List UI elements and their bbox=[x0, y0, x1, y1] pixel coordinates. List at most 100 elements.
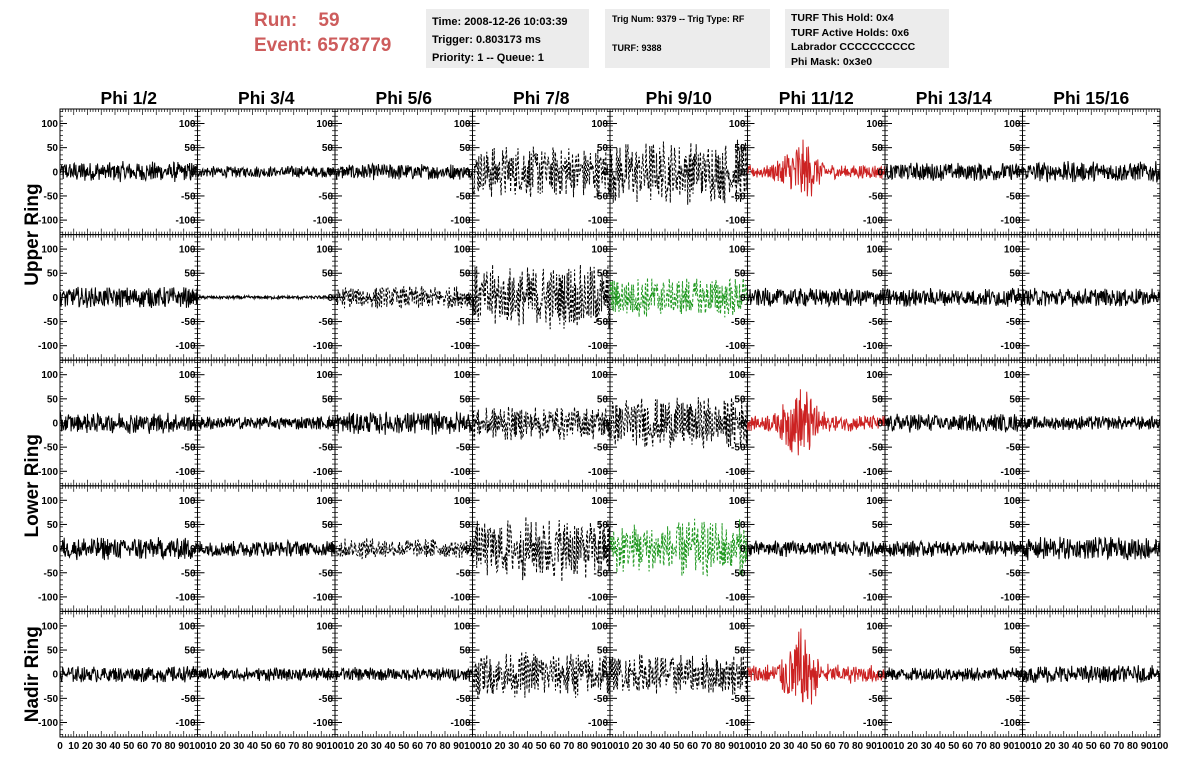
y-tick-label: 50 bbox=[459, 394, 471, 405]
y-tick-label: 50 bbox=[322, 143, 334, 154]
y-tick-label: -100 bbox=[313, 467, 333, 478]
waveform-trace bbox=[334, 411, 473, 435]
turf-active-text: TURF Active Holds: 0x6 bbox=[791, 26, 910, 39]
y-tick-label: 0 bbox=[190, 293, 196, 304]
y-tick-label: 100 bbox=[179, 119, 196, 130]
y-tick-label: 50 bbox=[47, 269, 59, 280]
panel-r4-c3: 100 50 0 -50 -100 bbox=[313, 485, 473, 612]
waveform-trace bbox=[59, 537, 198, 561]
column-header-3: Phi 5/6 bbox=[376, 88, 433, 108]
y-tick-label: 50 bbox=[734, 269, 746, 280]
y-tick-label: 0 bbox=[1015, 167, 1021, 178]
panel-r4-c2: 100 50 0 -50 -100 bbox=[175, 485, 336, 612]
turf-info-box: TURF This Hold: 0x4 TURF Active Holds: 0… bbox=[785, 9, 949, 68]
waveform-trace bbox=[59, 411, 198, 434]
y-tick-label: -50 bbox=[869, 443, 884, 454]
y-tick-label: 50 bbox=[184, 394, 196, 405]
panel-r1-c4: 100 50 0 -50 -100 bbox=[450, 108, 611, 236]
waveform-trace bbox=[59, 161, 198, 183]
y-tick-label: 50 bbox=[322, 269, 334, 280]
waveform-trace bbox=[59, 286, 198, 309]
y-tick-label: 100 bbox=[866, 245, 883, 256]
y-tick-label: 100 bbox=[591, 370, 608, 381]
y-tick-label: 0 bbox=[327, 293, 333, 304]
y-tick-label: 0 bbox=[1015, 293, 1021, 304]
y-tick-label: -50 bbox=[456, 317, 471, 328]
y-tick-label: -100 bbox=[725, 341, 745, 352]
y-tick-label: 100 bbox=[591, 496, 608, 507]
y-tick-label: 0 bbox=[52, 167, 58, 178]
y-tick-label: 0 bbox=[327, 419, 333, 430]
y-tick-label: 50 bbox=[184, 269, 196, 280]
waveform-trace bbox=[884, 162, 1023, 181]
y-tick-label: -50 bbox=[594, 443, 609, 454]
y-tick-label: 100 bbox=[454, 119, 471, 130]
y-tick-label: -100 bbox=[863, 467, 883, 478]
panel-r3-c7: 100 50 0 -50 -100 bbox=[863, 359, 1023, 487]
y-tick-label: 100 bbox=[179, 496, 196, 507]
y-tick-label: 100 bbox=[729, 119, 746, 130]
y-tick-label: 0 bbox=[190, 167, 196, 178]
y-tick-label: -100 bbox=[313, 341, 333, 352]
y-tick-label: 50 bbox=[597, 269, 609, 280]
y-tick-label: -50 bbox=[731, 191, 746, 202]
run-event-header: Run: 59 Event: 6578779 bbox=[254, 8, 391, 58]
panel-r2-c7: 100 50 0 -50 -100 bbox=[863, 234, 1023, 361]
waveform-trace bbox=[747, 139, 886, 197]
y-tick-label: 0 bbox=[602, 167, 608, 178]
y-tick-label: -100 bbox=[1000, 467, 1020, 478]
y-tick-label: 0 bbox=[465, 419, 471, 430]
waveform-trace bbox=[197, 414, 336, 430]
waveform-trace bbox=[1022, 287, 1161, 307]
y-tick-label: 50 bbox=[734, 143, 746, 154]
y-tick-label: -100 bbox=[313, 592, 333, 603]
y-tick-label: 100 bbox=[41, 245, 58, 256]
event-line: Event: 6578779 bbox=[254, 33, 391, 58]
y-tick-label: -100 bbox=[175, 592, 195, 603]
y-tick-label: 0 bbox=[602, 419, 608, 430]
y-tick-label: 100 bbox=[316, 245, 333, 256]
y-tick-label: 0 bbox=[877, 293, 883, 304]
y-tick-label: 100 bbox=[41, 119, 58, 130]
y-tick-label: 50 bbox=[734, 394, 746, 405]
y-tick-label: 0 bbox=[602, 293, 608, 304]
run-label: Run: bbox=[254, 10, 298, 31]
y-tick-label: 0 bbox=[52, 293, 58, 304]
y-tick-label: 0 bbox=[327, 544, 333, 555]
ring-label-2: Lower Ring bbox=[22, 434, 43, 537]
run-line: Run: 59 bbox=[254, 8, 391, 33]
y-tick-label: 50 bbox=[872, 143, 884, 154]
column-header-8: Phi 15/16 bbox=[1053, 88, 1129, 108]
waveform-trace bbox=[334, 162, 473, 181]
waveform-trace bbox=[472, 516, 611, 582]
panel-r2-c4: 100 50 0 -50 -100 bbox=[450, 234, 611, 361]
y-tick-label: 0 bbox=[465, 544, 471, 555]
column-header-1: Phi 1/2 bbox=[101, 88, 158, 108]
panel-r4-c5: 100 50 0 -50 -100 bbox=[588, 485, 748, 612]
column-header-6: Phi 11/12 bbox=[779, 88, 854, 108]
y-tick-label: 0 bbox=[602, 544, 608, 555]
y-tick-label: 100 bbox=[591, 119, 608, 130]
y-tick-label: -50 bbox=[456, 191, 471, 202]
y-tick-label: 0 bbox=[1015, 419, 1021, 430]
y-tick-label: 0 bbox=[52, 544, 58, 555]
y-tick-label: 100 bbox=[1004, 245, 1021, 256]
y-tick-label: -100 bbox=[588, 592, 608, 603]
y-tick-label: -100 bbox=[450, 216, 470, 227]
y-tick-label: 100 bbox=[316, 370, 333, 381]
y-tick-label: 100 bbox=[316, 119, 333, 130]
trigger-text: Trigger: 0.803173 ms bbox=[432, 34, 541, 46]
y-tick-label: 100 bbox=[866, 119, 883, 130]
y-tick-label: -100 bbox=[38, 216, 58, 227]
y-tick-label: -100 bbox=[725, 467, 745, 478]
y-tick-label: -50 bbox=[44, 317, 59, 328]
y-tick-label: 0 bbox=[52, 419, 58, 430]
panel-r1-c7: 100 50 0 -50 -100 bbox=[863, 108, 1023, 236]
y-tick-label: 100 bbox=[454, 245, 471, 256]
y-tick-label: 0 bbox=[190, 419, 196, 430]
panel-r1-c8: 100 50 0 -50 -100 bbox=[1000, 108, 1161, 236]
waveform-trace bbox=[1022, 160, 1161, 183]
y-tick-label: 100 bbox=[179, 370, 196, 381]
y-tick-label: -50 bbox=[1006, 317, 1021, 328]
turf-num-text: TURF: 9388 bbox=[612, 43, 662, 53]
